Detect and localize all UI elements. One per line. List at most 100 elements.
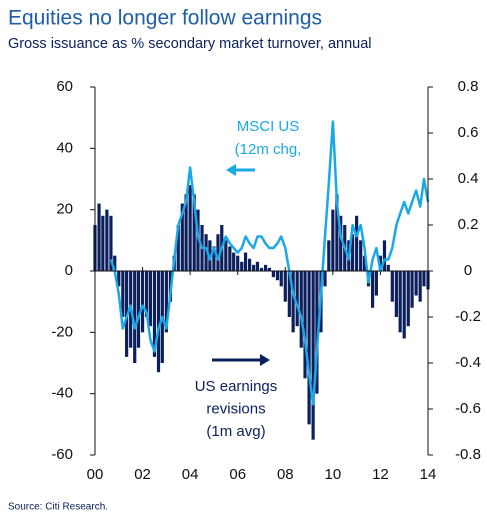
bar xyxy=(355,215,359,271)
bar xyxy=(145,271,149,317)
bar xyxy=(140,271,145,333)
bar xyxy=(386,264,390,271)
x-tick-label: 12 xyxy=(372,466,389,483)
x-tick-label: 14 xyxy=(420,466,437,483)
bar xyxy=(243,252,248,271)
bar xyxy=(240,261,244,271)
bar xyxy=(362,255,367,271)
bar xyxy=(212,246,216,271)
bar xyxy=(323,271,327,287)
bar xyxy=(422,271,426,287)
y2-tick-label: 0.6 xyxy=(458,124,479,141)
bar xyxy=(327,240,331,271)
bar xyxy=(406,271,410,327)
bar xyxy=(148,271,153,327)
bar xyxy=(121,271,125,317)
bar xyxy=(291,271,295,333)
bar xyxy=(402,271,406,339)
bar xyxy=(156,271,161,373)
source: Source: Citi Research. xyxy=(8,502,108,513)
bar xyxy=(252,264,256,271)
annotation: revisions xyxy=(206,400,265,417)
y-tick-label: -40 xyxy=(51,385,73,402)
bar xyxy=(390,271,394,302)
bar xyxy=(232,252,236,271)
annotation: US earnings xyxy=(195,378,278,395)
y-tick-label: -20 xyxy=(51,323,73,340)
x-tick-label: 00 xyxy=(87,466,104,483)
bar xyxy=(263,264,268,271)
y-tick-label: 0 xyxy=(65,262,73,279)
x-tick-label: 10 xyxy=(325,466,342,483)
annotation: (1m avg) xyxy=(206,423,265,440)
arrow-head xyxy=(226,164,236,176)
bar xyxy=(271,271,275,278)
bar xyxy=(248,258,252,271)
bar xyxy=(133,271,137,363)
bar xyxy=(236,255,240,271)
y2-tick-label: 0.4 xyxy=(458,170,479,187)
y2-tick-label: 0.8 xyxy=(458,78,479,95)
bar xyxy=(382,240,387,271)
bar xyxy=(331,209,335,271)
bar xyxy=(378,255,383,271)
bar xyxy=(192,194,196,271)
bar xyxy=(136,271,141,348)
bar xyxy=(105,209,109,271)
y2-tick-label: -0.2 xyxy=(455,308,481,325)
bar xyxy=(394,271,398,317)
bar xyxy=(275,271,280,281)
bar xyxy=(152,271,157,357)
bar xyxy=(176,225,180,271)
bar xyxy=(101,215,105,271)
annotation: (12m chg, xyxy=(235,141,302,158)
bar xyxy=(196,209,200,271)
bar xyxy=(398,271,402,333)
bar xyxy=(204,234,208,271)
bar xyxy=(307,271,311,425)
bar xyxy=(410,271,414,308)
bar xyxy=(339,215,343,271)
bar xyxy=(311,271,315,440)
y2-tick-label: 0.2 xyxy=(458,216,479,233)
bar xyxy=(287,271,291,317)
bar xyxy=(117,271,121,287)
bar xyxy=(164,271,168,333)
y2-tick-label: -0.6 xyxy=(455,400,481,417)
x-tick-label: 06 xyxy=(229,466,246,483)
bar xyxy=(283,271,287,302)
bar xyxy=(184,194,188,271)
bar xyxy=(180,203,184,271)
bar xyxy=(259,267,264,271)
annotation: MSCI US xyxy=(237,118,300,135)
bar xyxy=(418,271,422,302)
bar xyxy=(279,271,283,287)
y2-tick-label: -0.8 xyxy=(455,446,481,463)
y2-tick-label: -0.4 xyxy=(455,354,481,371)
bar xyxy=(228,246,232,271)
y-tick-label: 60 xyxy=(56,78,73,95)
bar xyxy=(350,234,355,271)
bar xyxy=(295,271,299,327)
bar xyxy=(113,255,117,271)
bar xyxy=(370,271,375,308)
x-tick-label: 02 xyxy=(134,466,151,483)
bar xyxy=(315,271,319,394)
bar xyxy=(374,271,378,296)
bar xyxy=(216,234,220,271)
chart-title: Equities no longer follow earnings xyxy=(8,7,322,30)
bar xyxy=(109,215,113,271)
line xyxy=(109,120,430,406)
y-tick-label: -60 xyxy=(51,446,73,463)
arrow-head xyxy=(260,354,270,366)
x-tick-label: 04 xyxy=(182,466,199,483)
bar xyxy=(97,203,101,271)
y2-tick-label: 0 xyxy=(464,262,472,279)
chart-subtitle: Gross issuance as % secondary market tur… xyxy=(8,36,371,52)
bar xyxy=(299,271,303,348)
bar xyxy=(224,240,228,271)
bar xyxy=(188,185,192,271)
y-tick-label: 20 xyxy=(56,201,73,218)
bar xyxy=(267,267,271,271)
